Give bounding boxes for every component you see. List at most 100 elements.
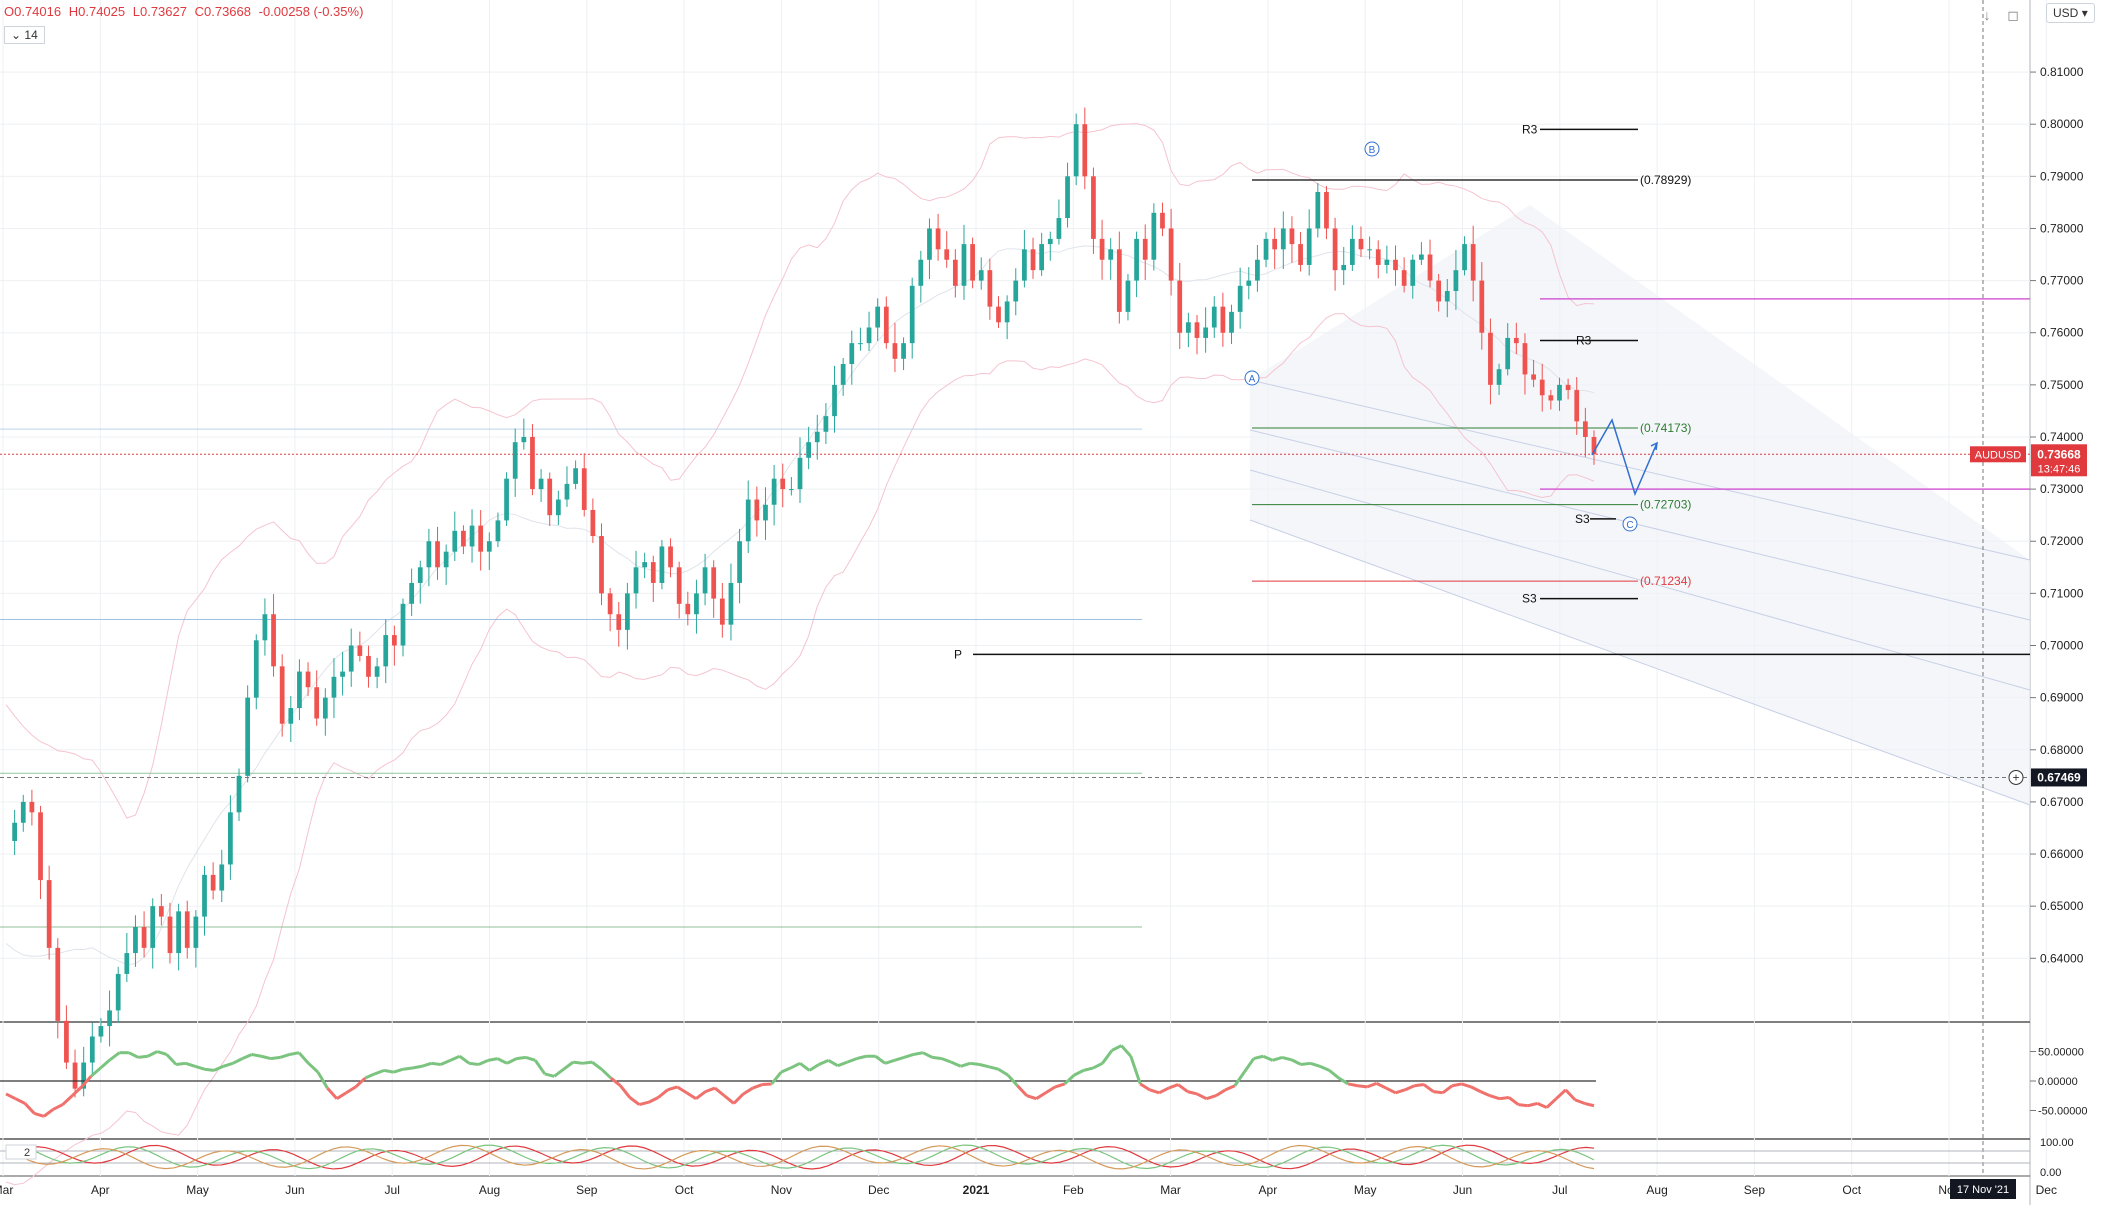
- ind1-segment: [1281, 1055, 1292, 1062]
- candle-body: [763, 504, 768, 521]
- ind1-segment: [1337, 1076, 1350, 1086]
- candle-body: [107, 1010, 112, 1027]
- r3-label: R3: [1522, 122, 1538, 136]
- arrow-down-icon[interactable]: ↓: [1983, 7, 1991, 23]
- candle-body: [1453, 270, 1459, 292]
- candle-body: [176, 911, 181, 954]
- candle-body: [400, 603, 406, 646]
- y-tick-label: 0.74000: [2040, 430, 2084, 444]
- ind1-segment: [61, 1094, 74, 1106]
- candle-body: [1436, 280, 1442, 302]
- candle-body: [892, 343, 898, 359]
- candle-body: [184, 911, 190, 948]
- band-lower: [5, 313, 1595, 1186]
- candle-body: [702, 567, 708, 594]
- candle-body: [279, 666, 285, 724]
- candle-body: [409, 582, 415, 604]
- candle-body: [1522, 343, 1528, 375]
- price-axis[interactable]: 0.81000 0.80000 0.79000 0.78000 0.77000 0.760…: [2030, 65, 2088, 1179]
- x-tick-label: 2021: [963, 1183, 990, 1197]
- candle-body: [538, 478, 544, 490]
- candle-body: [1065, 176, 1070, 219]
- candle-body: [573, 468, 578, 484]
- candle-body: [271, 614, 276, 667]
- ind1-segment: [525, 1055, 536, 1062]
- candlestick-series: [12, 107, 1597, 1098]
- candle-body: [245, 697, 251, 776]
- ind1-segment: [1385, 1086, 1397, 1095]
- symbol-tag-label: AUDUSD: [1975, 449, 2022, 461]
- ind1-segment: [297, 1051, 310, 1065]
- candle-body: [322, 697, 328, 719]
- candle-body: [1030, 249, 1036, 271]
- channel-line: [1249, 379, 2031, 561]
- ind1-segment: [799, 1062, 811, 1072]
- fullscreen-icon[interactable]: ◻: [2007, 7, 2019, 23]
- indicator-period-badge[interactable]: ⌄ 14: [4, 26, 45, 44]
- ind1-segment: [80, 1075, 93, 1088]
- candle-body: [314, 687, 320, 719]
- candle-body: [461, 530, 466, 547]
- candle-body: [1091, 176, 1096, 239]
- wave-c-circle: [1622, 516, 1638, 532]
- projection-path: [1591, 418, 1658, 497]
- candle-body: [858, 343, 863, 345]
- ind1-segment: [99, 1058, 111, 1070]
- ohlc-legend: O0.74016 H0.74025 L0.73627 C0.73668 -0.0…: [4, 4, 367, 19]
- fib-label-3: (0.71234): [1640, 574, 1691, 588]
- candle-body: [1073, 124, 1079, 177]
- candle-body: [1246, 280, 1252, 286]
- ind1-segment: [534, 1059, 547, 1075]
- ind1-segment: [1129, 1055, 1142, 1085]
- ind1-segment: [610, 1076, 622, 1087]
- candle-body: [210, 874, 216, 891]
- ind1-segment: [147, 1050, 158, 1058]
- candle-body: [124, 953, 130, 974]
- ind1-segment: [846, 1057, 858, 1064]
- candle-body: [1082, 124, 1088, 177]
- ind1-segment: [1375, 1082, 1387, 1090]
- ind1-segment: [1243, 1057, 1255, 1074]
- currency-label: USD: [2053, 6, 2079, 20]
- candle-body: [348, 645, 354, 672]
- ind1-segment: [1035, 1091, 1047, 1100]
- candle-body: [55, 947, 61, 1021]
- ind1-segment: [1196, 1092, 1208, 1101]
- y-tick-label: 0.76000: [2040, 326, 2084, 340]
- candle-body: [970, 244, 975, 281]
- y-tick-label: 0.79000: [2040, 169, 2084, 183]
- candle-body: [1582, 421, 1588, 437]
- channel-line: [1249, 519, 2031, 806]
- x-tick-label: Nov: [771, 1183, 792, 1197]
- ind1-segment: [913, 1051, 924, 1056]
- candle-body: [1393, 259, 1398, 271]
- ind1-segment: [1508, 1096, 1520, 1106]
- candle-body: [340, 671, 345, 677]
- ind1-segment: [1555, 1088, 1567, 1100]
- ind1-segment: [922, 1051, 934, 1059]
- candle-body: [1488, 332, 1493, 385]
- ind1-segment: [1016, 1084, 1028, 1097]
- ind1-segment: [1441, 1084, 1454, 1094]
- time-axis[interactable]: Mar Apr May Jun Jul Aug Sep Oct Nov Dec 2021 Feb Mar…: [0, 1183, 2057, 1197]
- candle-body: [987, 270, 993, 307]
- y-tick-label: 0.70000: [2040, 639, 2084, 653]
- x-tick-label: Mar: [0, 1183, 13, 1197]
- candle-body: [288, 708, 294, 724]
- currency-selector[interactable]: USD ▾: [2046, 3, 2095, 23]
- ind1-segment: [638, 1100, 650, 1107]
- ind1-segment: [516, 1055, 527, 1061]
- ind1-segment: [374, 1068, 385, 1076]
- candle-body: [1548, 395, 1554, 401]
- candle-body: [797, 457, 803, 490]
- ind1-segment: [572, 1060, 583, 1065]
- ind1-segment: [1083, 1066, 1094, 1072]
- candle-body: [1022, 249, 1027, 281]
- candle-body: [1358, 238, 1364, 250]
- candle-body: [236, 775, 242, 813]
- ind1-segment: [808, 1063, 820, 1072]
- candle-body: [1211, 306, 1217, 328]
- ind2-period-badge: [5, 1144, 37, 1160]
- ind1-segment: [628, 1096, 641, 1106]
